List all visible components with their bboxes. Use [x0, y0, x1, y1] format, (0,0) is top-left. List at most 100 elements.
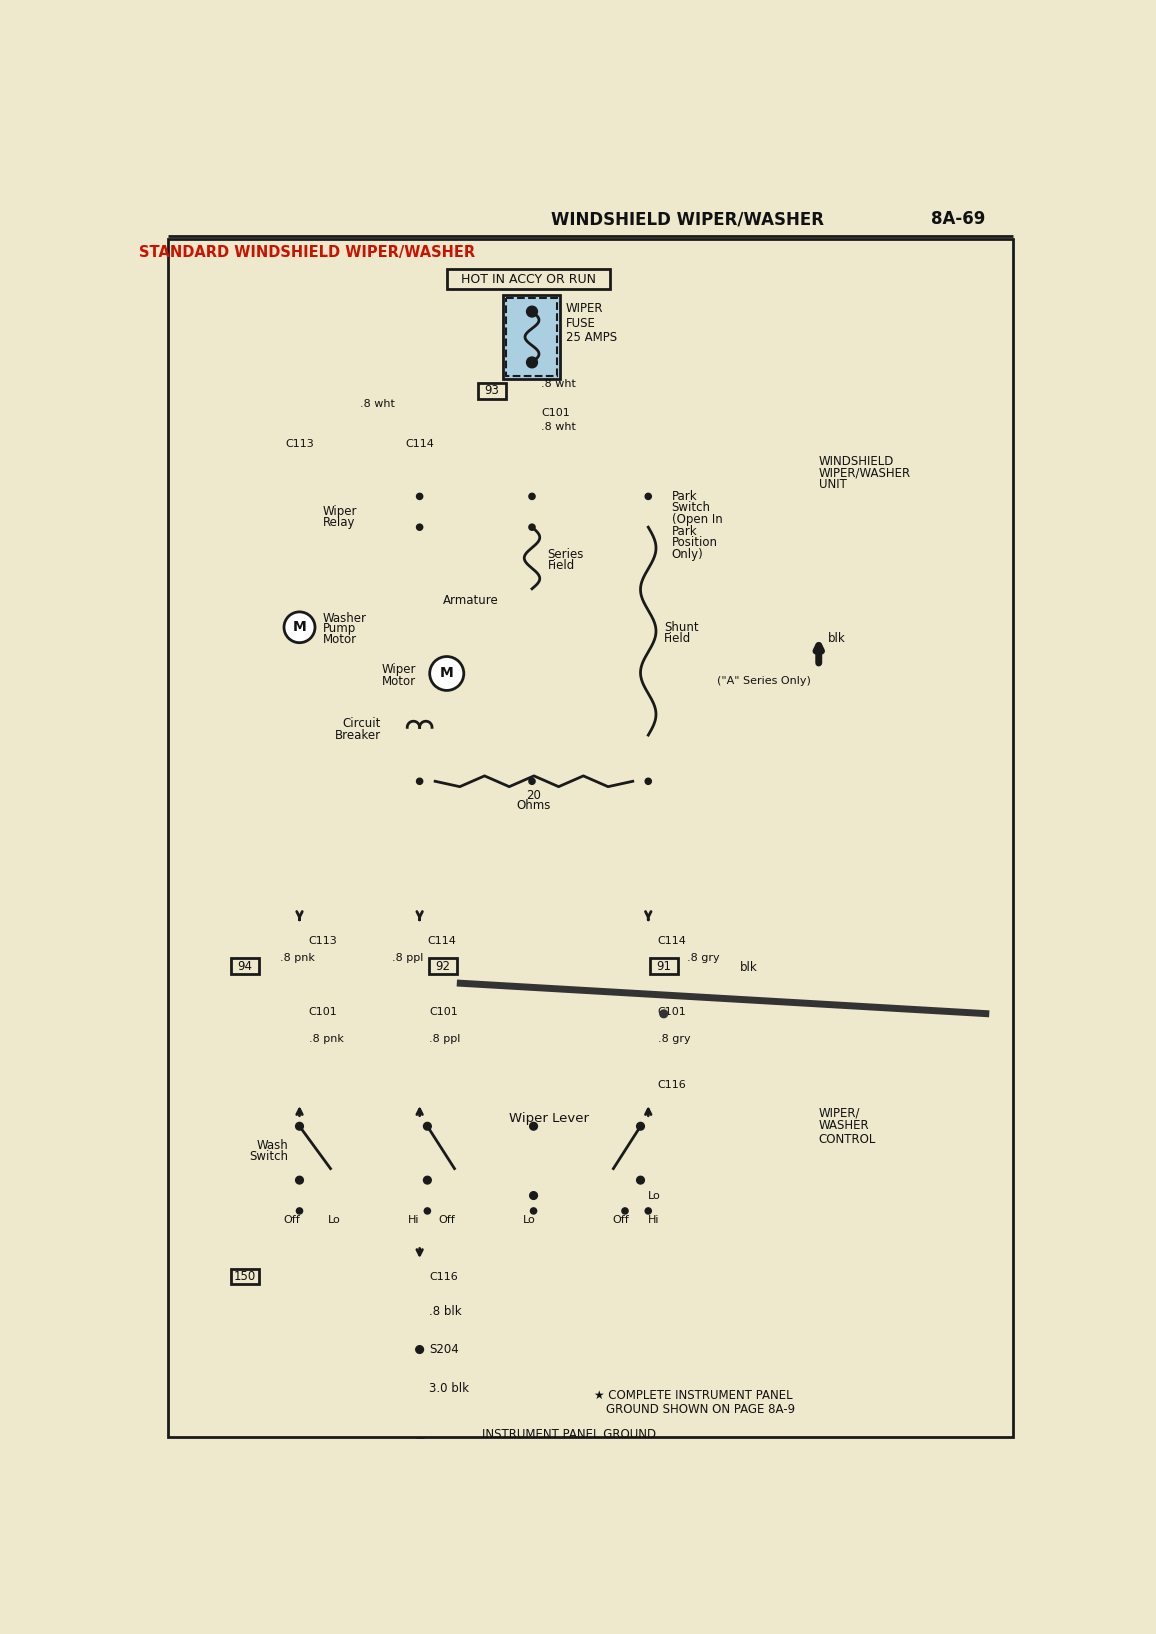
Text: ("A" Series Only): ("A" Series Only)	[717, 676, 812, 686]
Circle shape	[527, 306, 538, 317]
Circle shape	[296, 1208, 303, 1214]
Text: Armature: Armature	[443, 593, 498, 606]
Text: .8 gry: .8 gry	[687, 953, 720, 964]
Text: INSTRUMENT PANEL GROUND: INSTRUMENT PANEL GROUND	[482, 1428, 655, 1441]
Circle shape	[529, 778, 535, 784]
Text: Shunt: Shunt	[664, 621, 698, 634]
Circle shape	[527, 356, 538, 368]
Text: .8 blk: .8 blk	[429, 1304, 461, 1317]
Text: WIPER/: WIPER/	[818, 1106, 860, 1119]
Text: 25 AMPS: 25 AMPS	[566, 332, 617, 345]
Text: Switch: Switch	[249, 1150, 288, 1163]
Text: 93: 93	[484, 384, 499, 397]
Text: C101: C101	[429, 1007, 458, 1016]
Circle shape	[645, 778, 651, 784]
Text: HOT IN ACCY OR RUN: HOT IN ACCY OR RUN	[460, 273, 595, 286]
Circle shape	[416, 778, 423, 784]
Text: Ohms: Ohms	[517, 799, 551, 812]
Text: .8 wht: .8 wht	[541, 422, 576, 431]
Circle shape	[637, 1176, 644, 1185]
FancyBboxPatch shape	[168, 239, 1013, 1436]
Text: Only): Only)	[672, 547, 703, 560]
FancyBboxPatch shape	[231, 959, 259, 974]
Text: Off: Off	[283, 1216, 301, 1226]
FancyBboxPatch shape	[650, 959, 677, 974]
FancyBboxPatch shape	[477, 384, 505, 399]
Text: .8 ppl: .8 ppl	[392, 953, 423, 964]
Text: Wiper: Wiper	[381, 663, 416, 676]
Text: Wash: Wash	[257, 1139, 288, 1152]
Circle shape	[296, 1123, 303, 1131]
Text: C101: C101	[658, 1007, 687, 1016]
Text: 150: 150	[235, 1270, 257, 1283]
Circle shape	[296, 1176, 303, 1185]
Text: Lo: Lo	[649, 1191, 661, 1201]
Text: Wiper Lever: Wiper Lever	[509, 1113, 590, 1126]
Text: GROUND SHOWN ON PAGE 8A-9: GROUND SHOWN ON PAGE 8A-9	[607, 1404, 795, 1417]
Text: Relay: Relay	[323, 516, 355, 529]
Circle shape	[284, 611, 314, 642]
Circle shape	[423, 1176, 431, 1185]
Text: Park: Park	[672, 525, 697, 538]
Circle shape	[424, 1208, 430, 1214]
Circle shape	[637, 1123, 644, 1131]
Text: M: M	[440, 667, 453, 680]
FancyBboxPatch shape	[231, 1268, 259, 1284]
Text: Breaker: Breaker	[335, 729, 380, 742]
Text: C114: C114	[428, 936, 457, 946]
Text: Position: Position	[672, 536, 718, 549]
Text: .8 pnk: .8 pnk	[309, 1034, 343, 1044]
FancyBboxPatch shape	[171, 242, 446, 263]
Text: C113: C113	[309, 936, 338, 946]
Text: WIPER/WASHER: WIPER/WASHER	[818, 467, 911, 480]
Text: Field: Field	[548, 559, 575, 572]
Text: Lo: Lo	[524, 1216, 536, 1226]
Text: C101: C101	[309, 1007, 338, 1016]
Text: (Open In: (Open In	[672, 513, 722, 526]
Text: 20: 20	[526, 789, 541, 802]
Text: 8A-69: 8A-69	[931, 211, 985, 229]
Text: Motor: Motor	[323, 632, 357, 645]
Circle shape	[416, 493, 423, 500]
Text: Circuit: Circuit	[342, 717, 380, 730]
Text: .8 ppl: .8 ppl	[429, 1034, 460, 1044]
Text: WIPER: WIPER	[566, 302, 603, 315]
Text: Washer: Washer	[323, 611, 366, 624]
FancyBboxPatch shape	[429, 959, 457, 974]
Circle shape	[416, 525, 423, 531]
Circle shape	[529, 1191, 538, 1199]
Text: STANDARD WINDSHIELD WIPER/WASHER: STANDARD WINDSHIELD WIPER/WASHER	[139, 245, 475, 260]
Circle shape	[660, 1010, 668, 1018]
Text: Hi: Hi	[408, 1216, 420, 1226]
FancyBboxPatch shape	[503, 294, 560, 379]
Text: Off: Off	[613, 1216, 630, 1226]
FancyBboxPatch shape	[265, 451, 803, 928]
Text: blk: blk	[740, 961, 758, 974]
Text: Switch: Switch	[672, 502, 711, 515]
Text: 3.0 blk: 3.0 blk	[429, 1381, 469, 1394]
Text: C114: C114	[658, 936, 687, 946]
Text: S204: S204	[429, 1343, 459, 1356]
Circle shape	[529, 525, 535, 531]
Text: C101: C101	[541, 408, 570, 418]
Circle shape	[430, 657, 464, 691]
Text: WINDSHIELD: WINDSHIELD	[818, 456, 894, 469]
Text: .8 wht: .8 wht	[360, 399, 394, 408]
Text: .8 gry: .8 gry	[658, 1034, 690, 1044]
Text: 91: 91	[657, 959, 672, 972]
Text: blk: blk	[828, 632, 846, 645]
Text: FUSE: FUSE	[566, 317, 596, 330]
Text: 92: 92	[436, 959, 451, 972]
Circle shape	[423, 1123, 431, 1131]
Text: Pump: Pump	[323, 623, 356, 636]
Text: WINDSHIELD WIPER/WASHER: WINDSHIELD WIPER/WASHER	[550, 211, 823, 229]
Circle shape	[529, 1123, 538, 1131]
Circle shape	[529, 493, 535, 500]
Text: Motor: Motor	[381, 675, 416, 688]
Text: Field: Field	[664, 632, 691, 645]
Text: Off: Off	[438, 1216, 455, 1226]
Circle shape	[416, 1346, 423, 1353]
Text: Park: Park	[672, 490, 697, 503]
Text: .8 wht: .8 wht	[541, 379, 576, 389]
Text: C114: C114	[406, 440, 434, 449]
